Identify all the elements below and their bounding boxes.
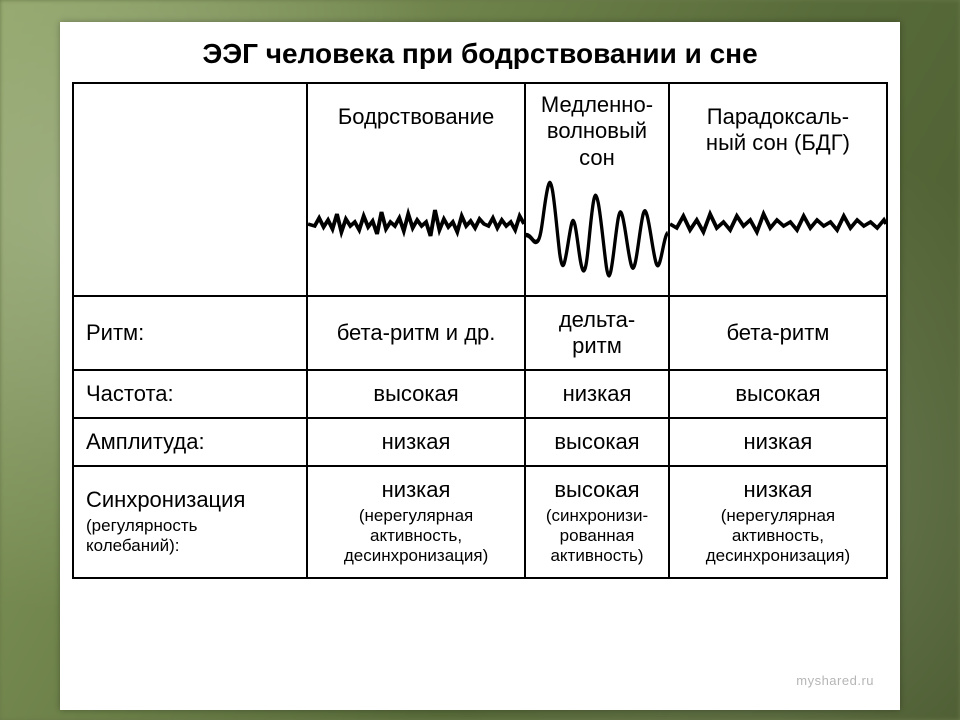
sync-c2: высокая (синхронизи-рованная активность) xyxy=(525,466,669,578)
label-sync-main: Синхронизация xyxy=(86,487,245,512)
sync-c3: низкая (нерегулярная активность, десинхр… xyxy=(669,466,887,578)
rhythm-c3: бета-ритм xyxy=(669,296,887,370)
freq-c3: высокая xyxy=(669,370,887,418)
label-sync: Синхронизация (регулярность колебаний): xyxy=(73,466,307,578)
wave-slow-path xyxy=(526,183,668,275)
eeg-table: Бодрствование Медленно-волновый сон Пара… xyxy=(72,82,888,579)
rhythm-c2: дельта-ритм xyxy=(525,296,669,370)
label-frequency: Частота: xyxy=(73,370,307,418)
label-sync-sub: (регулярность колебаний): xyxy=(86,516,294,557)
col-slow-label: Медленно-волновый сон xyxy=(526,84,668,175)
row-frequency: Частота: высокая низкая высокая xyxy=(73,370,887,418)
eeg-table-card: ЭЭГ человека при бодрствовании и сне Бод… xyxy=(60,22,900,710)
col-slow: Медленно-волновый сон xyxy=(525,83,669,296)
sync-c1: низкая (нерегулярная активность, десинхр… xyxy=(307,466,525,578)
sync-c2-main: высокая xyxy=(554,477,639,502)
sync-c3-sub: (нерегулярная активность, десинхронизаци… xyxy=(682,506,874,567)
col-wake: Бодрствование xyxy=(307,83,525,296)
wave-slow xyxy=(526,175,668,295)
freq-c1: высокая xyxy=(307,370,525,418)
sync-c3-main: низкая xyxy=(744,477,813,502)
header-empty xyxy=(73,83,307,296)
amp-c2: высокая xyxy=(525,418,669,466)
label-rhythm: Ритм: xyxy=(73,296,307,370)
col-wake-label: Бодрствование xyxy=(308,96,524,164)
page-title: ЭЭГ человека при бодрствовании и сне xyxy=(60,22,900,82)
watermark: myshared.ru xyxy=(796,673,874,688)
sync-c1-sub: (нерегулярная активность, десинхронизаци… xyxy=(320,506,512,567)
wave-rem-path xyxy=(670,214,886,232)
sync-c1-main: низкая xyxy=(382,477,451,502)
wave-wake xyxy=(308,164,524,284)
header-row: Бодрствование Медленно-волновый сон Пара… xyxy=(73,83,887,296)
wave-wake-path xyxy=(308,210,524,236)
freq-c2: низкая xyxy=(525,370,669,418)
wave-rem xyxy=(670,164,886,284)
amp-c3: низкая xyxy=(669,418,887,466)
label-amplitude: Амплитуда: xyxy=(73,418,307,466)
rhythm-c1: бета-ритм и др. xyxy=(307,296,525,370)
col-rem-label: Парадоксаль-ный сон (БДГ) xyxy=(670,96,886,164)
sync-c2-sub: (синхронизи-рованная активность) xyxy=(538,506,656,567)
row-rhythm: Ритм: бета-ритм и др. дельта-ритм бета-р… xyxy=(73,296,887,370)
row-sync: Синхронизация (регулярность колебаний): … xyxy=(73,466,887,578)
amp-c1: низкая xyxy=(307,418,525,466)
row-amplitude: Амплитуда: низкая высокая низкая xyxy=(73,418,887,466)
col-rem: Парадоксаль-ный сон (БДГ) xyxy=(669,83,887,296)
